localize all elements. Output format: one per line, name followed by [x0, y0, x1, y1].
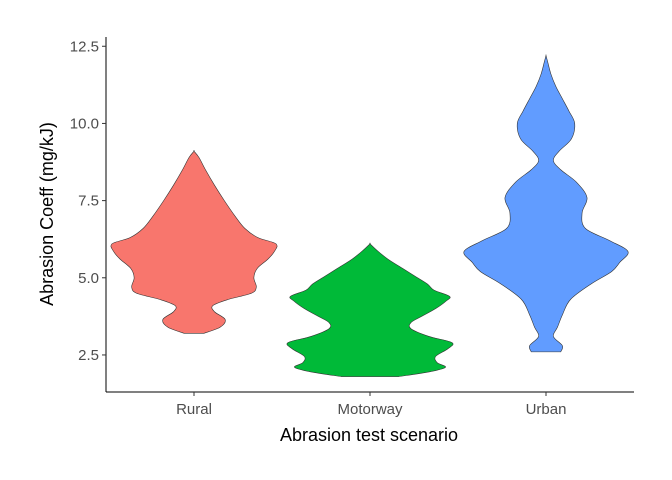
x-axis-title: Abrasion test scenario [280, 425, 458, 445]
x-tick-label: Rural [176, 401, 212, 418]
x-tick-label: Urban [526, 401, 567, 418]
y-tick-label: 12.5 [70, 38, 99, 55]
y-tick-label: 7.5 [78, 193, 99, 210]
violin-rural [110, 150, 278, 334]
x-axis-ticks: Rural Motorway Urban [176, 392, 566, 418]
y-tick-label: 5.0 [78, 270, 99, 287]
violin-motorway [286, 242, 454, 377]
y-axis-title: Abrasion Coeff (mg/kJ) [37, 122, 57, 306]
x-tick-label: Motorway [337, 401, 403, 418]
y-axis-ticks: 2.5 5.0 7.5 10.0 12.5 [70, 38, 106, 364]
violin-urban [463, 54, 629, 353]
violins-layer [110, 54, 629, 377]
y-tick-label: 2.5 [78, 347, 99, 364]
y-tick-label: 10.0 [70, 115, 99, 132]
